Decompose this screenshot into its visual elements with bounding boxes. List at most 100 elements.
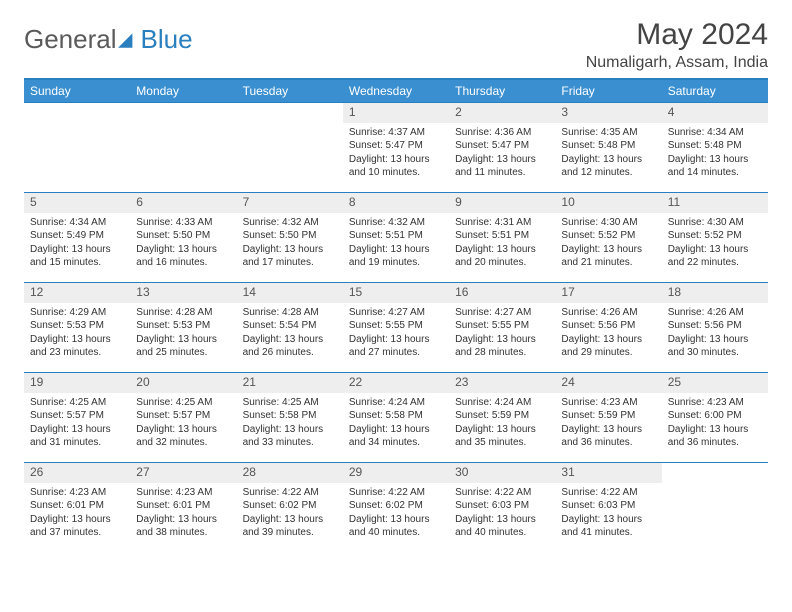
day-details: Sunrise: 4:27 AMSunset: 5:55 PMDaylight:… <box>343 303 449 364</box>
calendar-day-cell: 1Sunrise: 4:37 AMSunset: 5:47 PMDaylight… <box>343 103 449 193</box>
day-number: 3 <box>555 103 661 123</box>
calendar-week-row: 5Sunrise: 4:34 AMSunset: 5:49 PMDaylight… <box>24 193 768 283</box>
day-number: 28 <box>237 463 343 483</box>
location-text: Numaligarh, Assam, India <box>586 54 768 72</box>
calendar-day-cell: 20Sunrise: 4:25 AMSunset: 5:57 PMDayligh… <box>130 373 236 463</box>
day-details: Sunrise: 4:33 AMSunset: 5:50 PMDaylight:… <box>130 213 236 274</box>
day-number: 11 <box>662 193 768 213</box>
calendar-day-cell: 6Sunrise: 4:33 AMSunset: 5:50 PMDaylight… <box>130 193 236 283</box>
calendar-day-cell: 7Sunrise: 4:32 AMSunset: 5:50 PMDaylight… <box>237 193 343 283</box>
calendar-day-cell: 17Sunrise: 4:26 AMSunset: 5:56 PMDayligh… <box>555 283 661 373</box>
day-number: 29 <box>343 463 449 483</box>
calendar-day-cell: .. <box>24 103 130 193</box>
day-details: Sunrise: 4:24 AMSunset: 5:59 PMDaylight:… <box>449 393 555 454</box>
calendar-day-cell: 14Sunrise: 4:28 AMSunset: 5:54 PMDayligh… <box>237 283 343 373</box>
day-number: 26 <box>24 463 130 483</box>
calendar-week-row: ......1Sunrise: 4:37 AMSunset: 5:47 PMDa… <box>24 103 768 193</box>
day-number: 6 <box>130 193 236 213</box>
day-details: Sunrise: 4:22 AMSunset: 6:03 PMDaylight:… <box>555 483 661 544</box>
weekday-header: Wednesday <box>343 79 449 103</box>
calendar-day-cell: 24Sunrise: 4:23 AMSunset: 5:59 PMDayligh… <box>555 373 661 463</box>
brand-part1: General <box>24 24 117 55</box>
day-details: Sunrise: 4:23 AMSunset: 6:01 PMDaylight:… <box>130 483 236 544</box>
day-details: Sunrise: 4:25 AMSunset: 5:57 PMDaylight:… <box>24 393 130 454</box>
day-number: 4 <box>662 103 768 123</box>
weekday-header: Friday <box>555 79 661 103</box>
day-details: Sunrise: 4:23 AMSunset: 5:59 PMDaylight:… <box>555 393 661 454</box>
day-details: Sunrise: 4:32 AMSunset: 5:51 PMDaylight:… <box>343 213 449 274</box>
day-details: Sunrise: 4:27 AMSunset: 5:55 PMDaylight:… <box>449 303 555 364</box>
calendar-table: SundayMondayTuesdayWednesdayThursdayFrid… <box>24 78 768 553</box>
day-number: 19 <box>24 373 130 393</box>
calendar-day-cell: 26Sunrise: 4:23 AMSunset: 6:01 PMDayligh… <box>24 463 130 553</box>
weekday-header: Thursday <box>449 79 555 103</box>
day-details: Sunrise: 4:24 AMSunset: 5:58 PMDaylight:… <box>343 393 449 454</box>
brand-part2: Blue <box>141 24 193 55</box>
day-details: Sunrise: 4:32 AMSunset: 5:50 PMDaylight:… <box>237 213 343 274</box>
day-number: 27 <box>130 463 236 483</box>
day-number: 25 <box>662 373 768 393</box>
weekday-header: Saturday <box>662 79 768 103</box>
header-bar: General Blue May 2024 Numaligarh, Assam,… <box>24 18 768 72</box>
calendar-body: ......1Sunrise: 4:37 AMSunset: 5:47 PMDa… <box>24 103 768 553</box>
day-details: Sunrise: 4:37 AMSunset: 5:47 PMDaylight:… <box>343 123 449 184</box>
day-number: 23 <box>449 373 555 393</box>
day-details: Sunrise: 4:31 AMSunset: 5:51 PMDaylight:… <box>449 213 555 274</box>
calendar-day-cell: 31Sunrise: 4:22 AMSunset: 6:03 PMDayligh… <box>555 463 661 553</box>
calendar-header-row: SundayMondayTuesdayWednesdayThursdayFrid… <box>24 79 768 103</box>
calendar-week-row: 26Sunrise: 4:23 AMSunset: 6:01 PMDayligh… <box>24 463 768 553</box>
calendar-day-cell: 9Sunrise: 4:31 AMSunset: 5:51 PMDaylight… <box>449 193 555 283</box>
day-number: 14 <box>237 283 343 303</box>
day-number: 9 <box>449 193 555 213</box>
day-number: 31 <box>555 463 661 483</box>
calendar-day-cell: .. <box>237 103 343 193</box>
calendar-day-cell: 8Sunrise: 4:32 AMSunset: 5:51 PMDaylight… <box>343 193 449 283</box>
day-number: 12 <box>24 283 130 303</box>
calendar-day-cell: 30Sunrise: 4:22 AMSunset: 6:03 PMDayligh… <box>449 463 555 553</box>
day-number: 8 <box>343 193 449 213</box>
day-details: Sunrise: 4:28 AMSunset: 5:53 PMDaylight:… <box>130 303 236 364</box>
day-details: Sunrise: 4:26 AMSunset: 5:56 PMDaylight:… <box>662 303 768 364</box>
calendar-day-cell: 12Sunrise: 4:29 AMSunset: 5:53 PMDayligh… <box>24 283 130 373</box>
day-number: 24 <box>555 373 661 393</box>
day-number: 21 <box>237 373 343 393</box>
weekday-header: Tuesday <box>237 79 343 103</box>
calendar-day-cell: 13Sunrise: 4:28 AMSunset: 5:53 PMDayligh… <box>130 283 236 373</box>
calendar-day-cell: 10Sunrise: 4:30 AMSunset: 5:52 PMDayligh… <box>555 193 661 283</box>
calendar-day-cell: 29Sunrise: 4:22 AMSunset: 6:02 PMDayligh… <box>343 463 449 553</box>
day-number: 17 <box>555 283 661 303</box>
day-details: Sunrise: 4:26 AMSunset: 5:56 PMDaylight:… <box>555 303 661 364</box>
calendar-day-cell: 18Sunrise: 4:26 AMSunset: 5:56 PMDayligh… <box>662 283 768 373</box>
day-number: 13 <box>130 283 236 303</box>
calendar-day-cell: 25Sunrise: 4:23 AMSunset: 6:00 PMDayligh… <box>662 373 768 463</box>
day-details: Sunrise: 4:30 AMSunset: 5:52 PMDaylight:… <box>662 213 768 274</box>
calendar-day-cell: 2Sunrise: 4:36 AMSunset: 5:47 PMDaylight… <box>449 103 555 193</box>
calendar-day-cell: 3Sunrise: 4:35 AMSunset: 5:48 PMDaylight… <box>555 103 661 193</box>
day-details: Sunrise: 4:34 AMSunset: 5:49 PMDaylight:… <box>24 213 130 274</box>
day-details: Sunrise: 4:22 AMSunset: 6:02 PMDaylight:… <box>343 483 449 544</box>
day-number: 20 <box>130 373 236 393</box>
day-details: Sunrise: 4:23 AMSunset: 6:01 PMDaylight:… <box>24 483 130 544</box>
day-number: 5 <box>24 193 130 213</box>
calendar-day-cell: 23Sunrise: 4:24 AMSunset: 5:59 PMDayligh… <box>449 373 555 463</box>
calendar-day-cell: 15Sunrise: 4:27 AMSunset: 5:55 PMDayligh… <box>343 283 449 373</box>
day-number: 16 <box>449 283 555 303</box>
day-details: Sunrise: 4:22 AMSunset: 6:03 PMDaylight:… <box>449 483 555 544</box>
day-details: Sunrise: 4:29 AMSunset: 5:53 PMDaylight:… <box>24 303 130 364</box>
weekday-header: Sunday <box>24 79 130 103</box>
day-number: 30 <box>449 463 555 483</box>
day-details: Sunrise: 4:30 AMSunset: 5:52 PMDaylight:… <box>555 213 661 274</box>
day-number: 1 <box>343 103 449 123</box>
day-number: 15 <box>343 283 449 303</box>
calendar-day-cell: 22Sunrise: 4:24 AMSunset: 5:58 PMDayligh… <box>343 373 449 463</box>
day-number: 10 <box>555 193 661 213</box>
page-heading: May 2024 Numaligarh, Assam, India <box>586 18 768 72</box>
calendar-week-row: 19Sunrise: 4:25 AMSunset: 5:57 PMDayligh… <box>24 373 768 463</box>
day-details: Sunrise: 4:36 AMSunset: 5:47 PMDaylight:… <box>449 123 555 184</box>
day-number: 2 <box>449 103 555 123</box>
calendar-day-cell: 11Sunrise: 4:30 AMSunset: 5:52 PMDayligh… <box>662 193 768 283</box>
month-title: May 2024 <box>586 18 768 52</box>
weekday-header: Monday <box>130 79 236 103</box>
brand-triangle-icon <box>117 29 139 51</box>
day-details: Sunrise: 4:25 AMSunset: 5:58 PMDaylight:… <box>237 393 343 454</box>
